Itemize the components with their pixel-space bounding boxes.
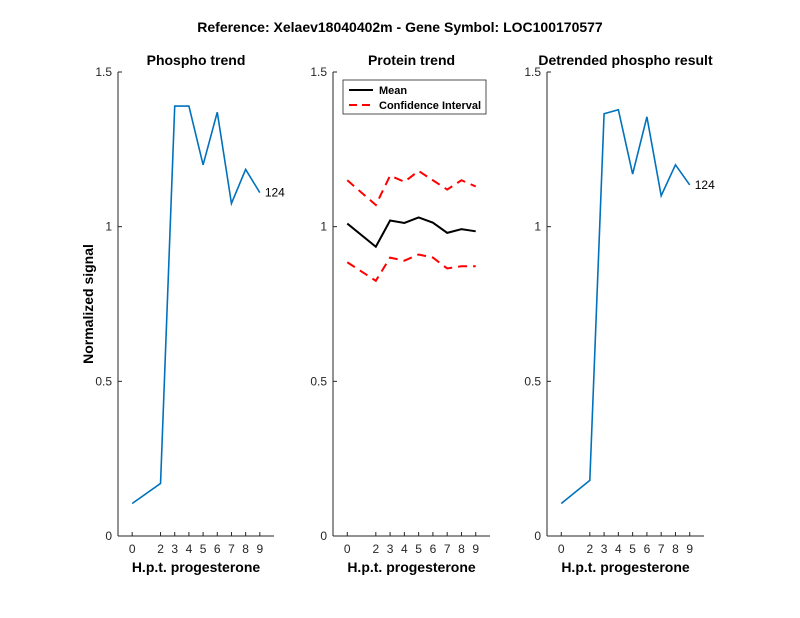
x-tick-label: 5 (415, 542, 422, 556)
x-tick-label: 7 (444, 542, 451, 556)
x-tick-label: 4 (186, 542, 193, 556)
x-tick-label: 0 (344, 542, 351, 556)
series-line (560, 108, 691, 505)
legend-entry: Mean (379, 85, 407, 97)
x-tick-label: 7 (228, 542, 235, 556)
x-tick-label: 0 (129, 542, 136, 556)
x-tick-label: 9 (256, 542, 263, 556)
x-tick-label: 6 (430, 542, 437, 556)
y-tick-label: 0.5 (310, 374, 327, 388)
x-tick-label: 3 (387, 542, 394, 556)
x-axis-label: H.p.t. progesterone (132, 559, 261, 575)
legend: Mean Confidence Interval (342, 79, 487, 115)
x-tick-label: 2 (157, 542, 164, 556)
x-tick-label: 6 (214, 542, 221, 556)
x-tick-label: 2 (586, 542, 593, 556)
x-tick-label: 3 (601, 542, 608, 556)
x-tick-label: 3 (171, 542, 178, 556)
legend-box (342, 79, 487, 115)
figure-title: Reference: Xelaev18040402m - Gene Symbol… (197, 19, 603, 35)
x-tick-label: 9 (472, 542, 479, 556)
y-tick-label: 1.5 (524, 65, 541, 79)
y-tick-label: 1.5 (95, 65, 112, 79)
x-tick-label: 4 (615, 542, 622, 556)
series-line (346, 253, 476, 283)
y-tick-label: 0 (534, 529, 541, 543)
y-tick-label: 0.5 (95, 374, 112, 388)
chart-panel-1: 0 0.5 1 1.5 0 2 3 4 5 6 7 8 9 Phospho trend H.p.t. pro… (80, 52, 285, 575)
y-tick-label: 0 (320, 529, 327, 543)
y-tick-label: 1 (105, 220, 112, 234)
y-tick-label: 1.5 (310, 65, 327, 79)
y-tick-label: 0.5 (524, 374, 541, 388)
x-tick-label: 4 (401, 542, 408, 556)
series-line (131, 105, 261, 505)
x-axis-label: H.p.t. progesterone (347, 559, 476, 575)
series-line-confidence-interval (346, 169, 477, 207)
x-tick-label: 7 (658, 542, 665, 556)
x-tick-label: 8 (242, 542, 249, 556)
x-tick-label: 0 (558, 542, 565, 556)
panel-title: Protein trend (368, 52, 455, 68)
y-tick-label: 0 (105, 529, 112, 543)
chart-panel-3: 0 0.5 1 1.5 0 2 3 4 5 6 7 8 9 Detrended phospho resul… (524, 52, 715, 575)
x-tick-label: 8 (672, 542, 679, 556)
x-tick-label: 5 (629, 542, 636, 556)
y-tick-label: 1 (320, 220, 327, 234)
series-end-label: 124 (265, 186, 285, 200)
x-tick-label: 5 (200, 542, 207, 556)
panel-title: Phospho trend (147, 52, 246, 68)
panel-title: Detrended phospho result (538, 52, 713, 68)
x-tick-label: 2 (372, 542, 379, 556)
legend-entry: Confidence Interval (379, 100, 481, 112)
series-line-mean (346, 216, 476, 249)
x-tick-label: 9 (686, 542, 693, 556)
x-axis-label: H.p.t. progesterone (561, 559, 690, 575)
x-tick-label: 8 (458, 542, 465, 556)
x-tick-label: 6 (644, 542, 651, 556)
series-end-label: 124 (695, 178, 715, 192)
y-tick-label: 1 (534, 220, 541, 234)
chart-panel-2: 0 0.5 1 1.5 0 2 3 4 5 6 7 8 9 Protein trend H.p.t. pro… (310, 52, 490, 575)
y-axis-label: Normalized signal (80, 244, 96, 364)
